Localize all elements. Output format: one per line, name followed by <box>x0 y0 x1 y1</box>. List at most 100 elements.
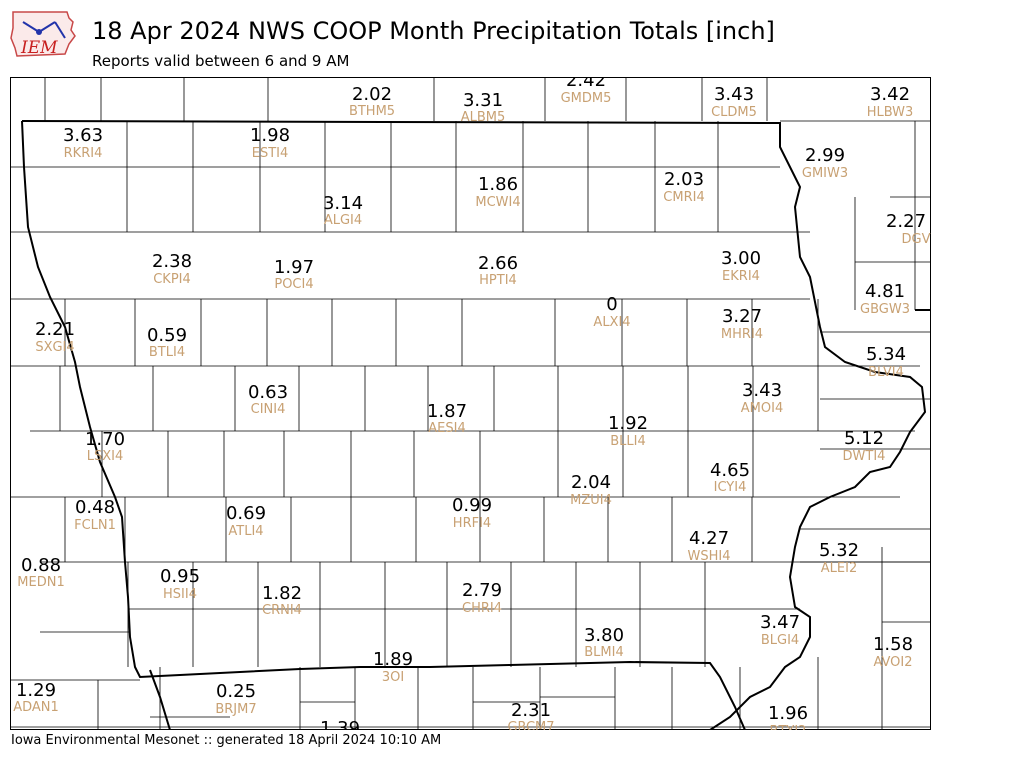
svg-text:AESI4: AESI4 <box>428 421 465 436</box>
svg-text:POCI4: POCI4 <box>274 277 313 292</box>
svg-text:CRNI4: CRNI4 <box>262 603 302 618</box>
station-unlabeled: 1.39 <box>320 718 360 730</box>
station-BTYI2: 1.96BTYI2 <box>768 703 808 730</box>
page-title: 18 Apr 2024 NWS COOP Month Precipitation… <box>92 17 775 45</box>
svg-text:4.65: 4.65 <box>710 460 750 481</box>
svg-text:0.25: 0.25 <box>216 681 256 702</box>
svg-text:0.59: 0.59 <box>147 325 187 346</box>
iem-logo: IEM <box>10 11 76 58</box>
svg-text:HLBW3: HLBW3 <box>867 105 914 120</box>
svg-text:2.66: 2.66 <box>478 253 518 274</box>
svg-text:EKRI4: EKRI4 <box>722 269 760 284</box>
svg-text:MCWI4: MCWI4 <box>475 195 520 210</box>
svg-text:BTLI4: BTLI4 <box>149 345 185 360</box>
svg-text:BLGI4: BLGI4 <box>761 633 799 648</box>
svg-text:DGV: DGV <box>902 232 931 247</box>
svg-text:3.14: 3.14 <box>323 193 363 214</box>
map-frame <box>10 77 931 730</box>
svg-text:2.21: 2.21 <box>35 319 75 340</box>
svg-text:BTHM5: BTHM5 <box>349 104 395 119</box>
svg-text:ATLI4: ATLI4 <box>228 524 263 539</box>
svg-text:0.63: 0.63 <box>248 382 288 403</box>
svg-text:1.86: 1.86 <box>478 174 518 195</box>
svg-text:3.42: 3.42 <box>870 84 910 105</box>
svg-text:2.79: 2.79 <box>462 580 502 601</box>
state-boundaries <box>21 120 931 730</box>
svg-text:1.92: 1.92 <box>608 413 648 434</box>
svg-text:ADAN1: ADAN1 <box>13 700 59 715</box>
svg-text:0.48: 0.48 <box>75 497 115 518</box>
svg-text:3.43: 3.43 <box>714 84 754 105</box>
logo-text: IEM <box>20 38 58 58</box>
svg-text:HSII4: HSII4 <box>163 587 197 602</box>
svg-text:1.97: 1.97 <box>274 257 314 278</box>
svg-text:3.31: 3.31 <box>463 90 503 111</box>
svg-text:BTYI2: BTYI2 <box>770 724 807 730</box>
svg-text:MHRI4: MHRI4 <box>721 327 763 342</box>
svg-text:ICYI4: ICYI4 <box>714 480 747 495</box>
svg-text:GMDM5: GMDM5 <box>561 91 612 106</box>
svg-text:2.04: 2.04 <box>571 472 611 493</box>
svg-text:CINI4: CINI4 <box>251 402 286 417</box>
svg-text:GMIW3: GMIW3 <box>802 166 848 181</box>
svg-text:3.47: 3.47 <box>760 612 800 633</box>
svg-text:CHRI4: CHRI4 <box>462 601 502 616</box>
svg-text:1.70: 1.70 <box>85 429 125 450</box>
svg-text:1.98: 1.98 <box>250 125 290 146</box>
footer-credit: Iowa Environmental Mesonet :: generated … <box>11 733 442 748</box>
svg-text:BLMI4: BLMI4 <box>584 645 623 660</box>
svg-text:2.99: 2.99 <box>805 145 845 166</box>
svg-text:BRJM7: BRJM7 <box>215 702 256 717</box>
svg-text:1.87: 1.87 <box>427 401 467 422</box>
svg-text:3.00: 3.00 <box>721 248 761 269</box>
svg-text:GBGW3: GBGW3 <box>860 302 910 317</box>
svg-text:0.69: 0.69 <box>226 503 266 524</box>
svg-text:CKPI4: CKPI4 <box>153 272 191 287</box>
svg-text:HRFI4: HRFI4 <box>453 516 491 531</box>
svg-text:1.39: 1.39 <box>320 718 360 730</box>
svg-text:GRCM7: GRCM7 <box>507 720 554 730</box>
svg-text:3.43: 3.43 <box>742 380 782 401</box>
svg-text:2.38: 2.38 <box>152 251 192 272</box>
svg-text:2.27: 2.27 <box>886 211 926 232</box>
svg-text:CLDM5: CLDM5 <box>711 105 757 120</box>
svg-text:0.95: 0.95 <box>160 566 200 587</box>
svg-text:3.27: 3.27 <box>722 306 762 327</box>
svg-text:LSXI4: LSXI4 <box>87 449 124 464</box>
svg-text:CMRI4: CMRI4 <box>663 190 704 205</box>
svg-text:1.58: 1.58 <box>873 634 913 655</box>
svg-text:5.32: 5.32 <box>819 540 859 561</box>
svg-text:DWTI4: DWTI4 <box>843 449 886 464</box>
svg-text:4.27: 4.27 <box>689 528 729 549</box>
svg-text:MEDN1: MEDN1 <box>17 575 64 590</box>
